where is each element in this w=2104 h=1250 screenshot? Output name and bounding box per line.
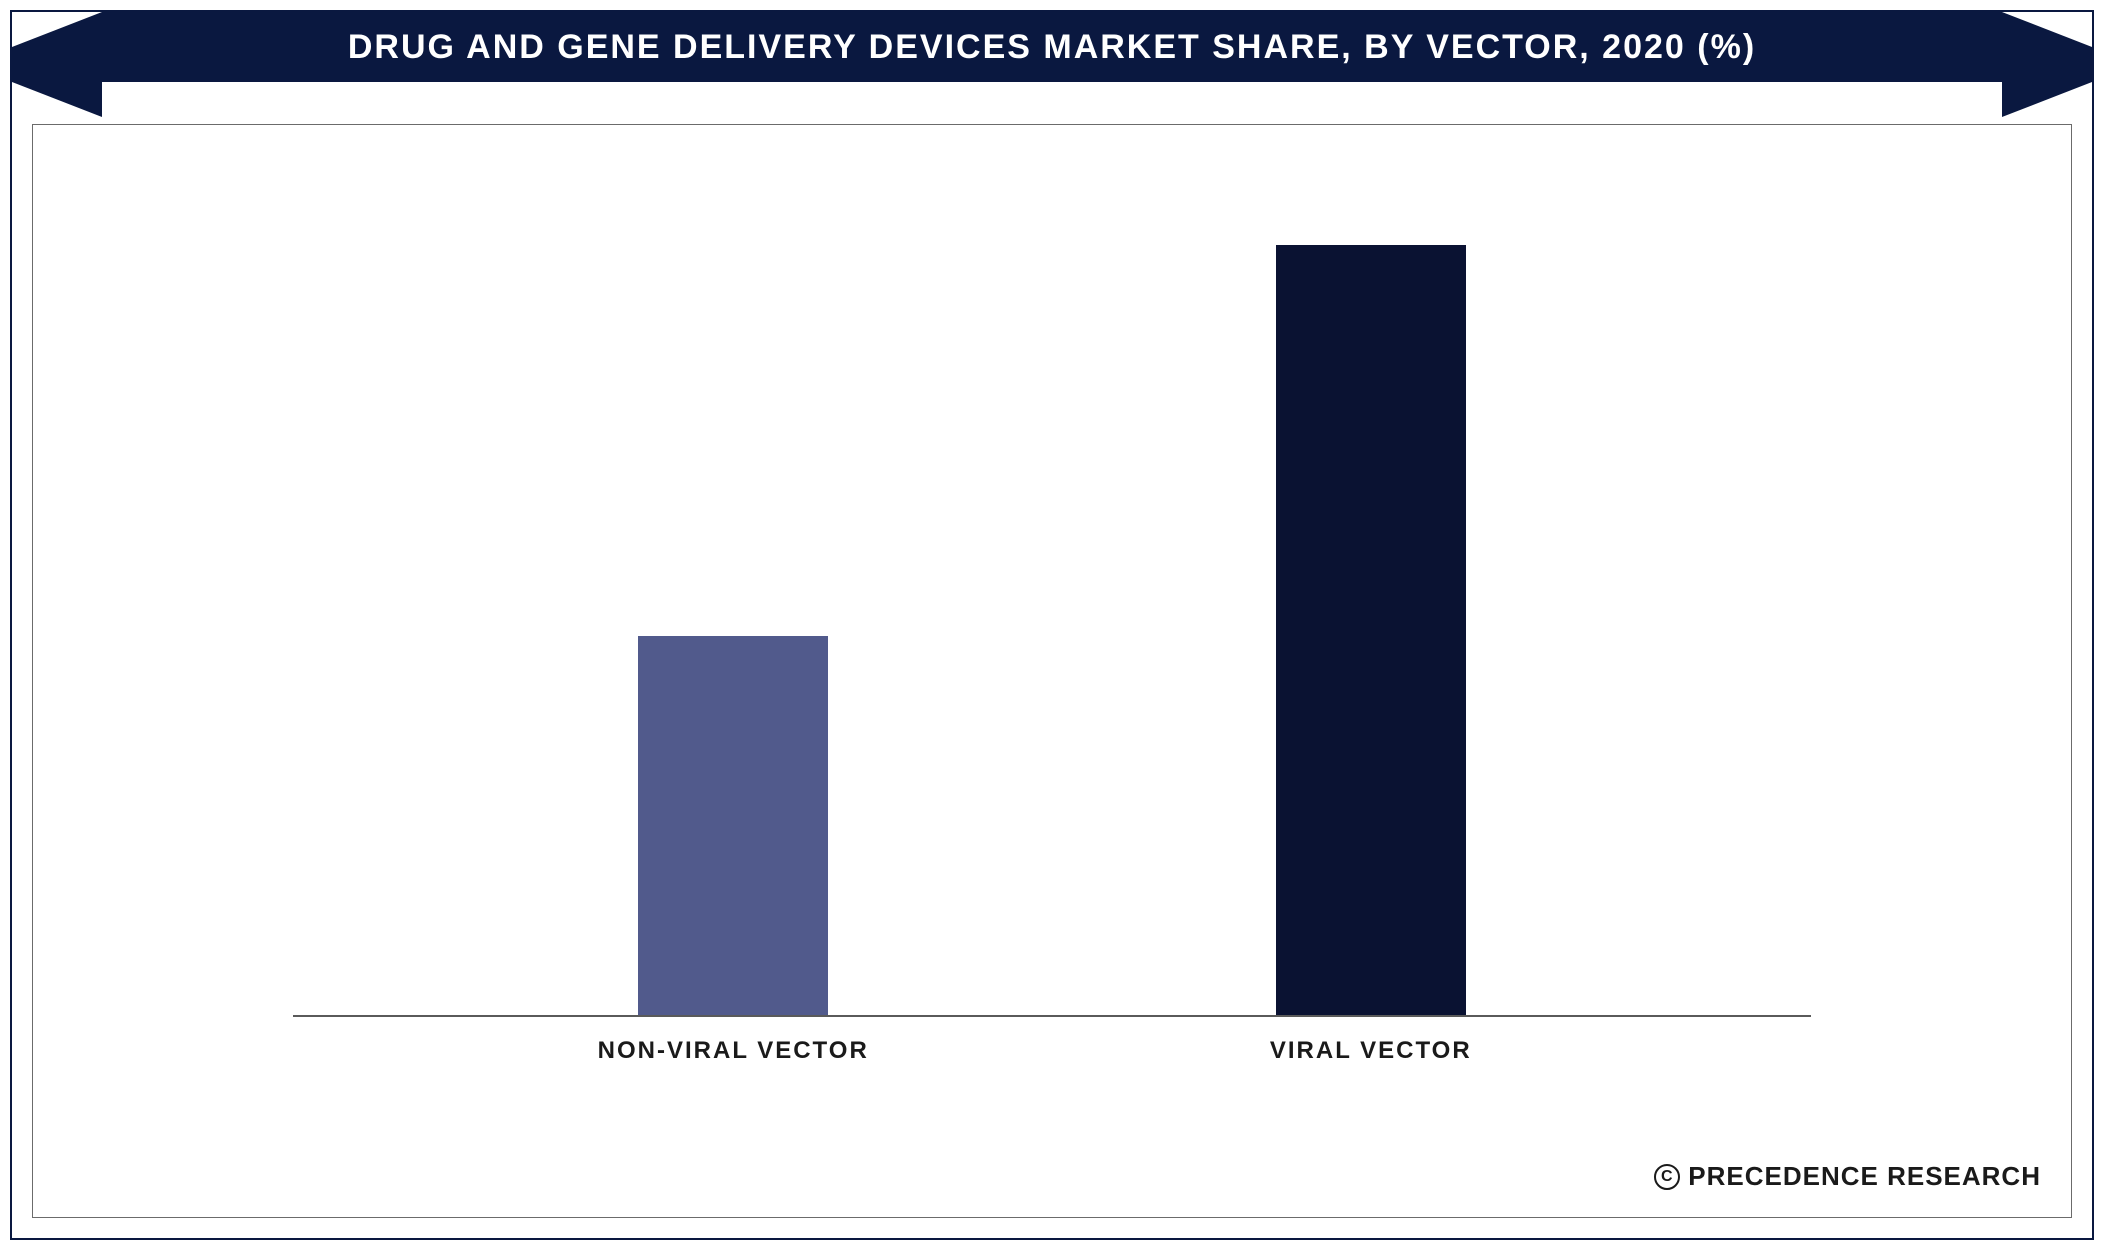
chart-inner-frame: Non-Viral Vector Viral Vector C PRECEDEN…	[32, 124, 2072, 1218]
copyright-icon: C	[1654, 1164, 1680, 1190]
title-banner: Drug and Gene Delivery Devices Market Sh…	[12, 12, 2092, 82]
banner-notch-right	[2002, 12, 2092, 47]
x-label-viral: Viral Vector	[1270, 1037, 1472, 1065]
banner-tail-left	[12, 82, 102, 117]
attribution-text: PRECEDENCE RESEARCH	[1688, 1161, 2041, 1192]
x-axis-baseline	[293, 1015, 1811, 1017]
chart-title: Drug and Gene Delivery Devices Market Sh…	[348, 28, 1756, 67]
bar-non-viral-vector	[638, 636, 828, 1016]
banner-tail-right	[2002, 82, 2092, 117]
banner-notch-left	[12, 12, 102, 47]
x-label-non-viral: Non-Viral Vector	[598, 1037, 869, 1065]
attribution: C PRECEDENCE RESEARCH	[1654, 1161, 2041, 1192]
plot-area	[293, 185, 1811, 1017]
bar-viral-vector	[1276, 245, 1466, 1016]
x-axis-labels: Non-Viral Vector Viral Vector	[293, 1037, 1811, 1077]
chart-outer-frame: Drug and Gene Delivery Devices Market Sh…	[10, 10, 2094, 1240]
